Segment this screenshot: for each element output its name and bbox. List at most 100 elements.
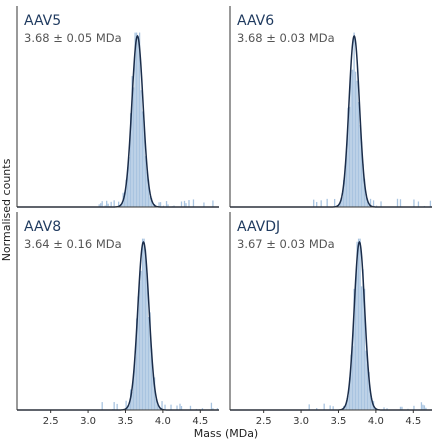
histogram-bar xyxy=(329,405,331,410)
histogram-bar xyxy=(363,178,366,207)
histogram-bar xyxy=(422,404,424,410)
histogram-bar xyxy=(360,141,363,207)
histogram-bar xyxy=(420,402,423,410)
histogram-bar xyxy=(135,32,138,207)
histogram-bar xyxy=(417,201,420,207)
histogram-bar xyxy=(212,200,214,207)
histogram-bar xyxy=(138,32,141,207)
histogram-bar xyxy=(125,400,127,410)
x-tick-label: 4.0 xyxy=(155,416,171,427)
histogram-bar xyxy=(128,404,130,410)
histogram-bar xyxy=(320,200,322,207)
histogram-bar xyxy=(146,171,148,207)
histogram-bar xyxy=(354,279,357,410)
histogram-bar xyxy=(357,101,360,207)
histogram-bar xyxy=(338,204,340,207)
x-tick-label: 4.5 xyxy=(192,416,208,427)
histogram-bar xyxy=(308,404,310,410)
histogram-bar xyxy=(369,394,372,410)
histogram-bar xyxy=(150,348,153,410)
panel-mass-value: 3.68 ± 0.03 MDa xyxy=(237,31,335,45)
y-axis-label: Normalised counts xyxy=(0,158,13,261)
histogram-bar xyxy=(132,87,135,207)
histogram-bar xyxy=(143,238,145,410)
histogram-bar xyxy=(348,106,351,207)
histogram-bar xyxy=(134,356,136,410)
histogram-bar xyxy=(332,406,334,410)
histogram-bar xyxy=(150,197,153,207)
histogram-bar xyxy=(323,403,325,410)
histogram-bar xyxy=(399,406,402,410)
histogram-bar xyxy=(401,406,403,410)
histogram-bar xyxy=(180,201,183,207)
histogram-bar xyxy=(128,157,130,207)
histogram-bar xyxy=(350,69,352,208)
histogram-bar xyxy=(425,407,427,410)
histogram-bar xyxy=(354,71,357,207)
panel-aav5: AAV5 3.68 ± 0.05 MDa xyxy=(16,6,219,208)
histogram-bar xyxy=(129,113,132,207)
histogram-bar xyxy=(141,111,144,207)
histogram-bar xyxy=(183,200,186,207)
histogram-bar xyxy=(118,201,120,207)
histogram-bar xyxy=(189,405,192,410)
histogram-bar xyxy=(185,203,187,207)
histogram-bar xyxy=(125,179,127,207)
histogram-bar xyxy=(386,408,388,410)
histogram-bar xyxy=(350,354,352,410)
histogram-bar xyxy=(158,202,160,207)
x-tick-label: 4.0 xyxy=(368,416,384,427)
histogram-bar xyxy=(120,204,123,207)
histogram-bar xyxy=(396,198,399,207)
histogram-bar xyxy=(356,80,358,207)
histogram-bar xyxy=(203,202,205,207)
histogram-bar xyxy=(113,402,115,410)
histogram-bar xyxy=(365,350,367,410)
histogram-bar xyxy=(144,156,147,207)
histogram-bar xyxy=(107,203,109,207)
histogram-bar xyxy=(106,200,108,207)
histogram-bar xyxy=(216,408,219,410)
histogram-bar xyxy=(212,408,214,410)
histogram-bar xyxy=(152,374,154,410)
histogram-bar xyxy=(413,199,415,207)
histogram-bar xyxy=(152,204,154,207)
histogram-bar xyxy=(149,312,151,410)
histogram-bar xyxy=(316,201,318,207)
histogram-bar xyxy=(180,406,183,410)
histogram-bar xyxy=(137,36,139,208)
histogram-bar xyxy=(360,286,363,410)
histogram-bar xyxy=(371,400,373,410)
histogram-bar xyxy=(138,282,141,410)
histogram-bar xyxy=(159,202,162,207)
histogram-bar xyxy=(147,179,150,207)
histogram-bar xyxy=(131,76,133,207)
histogram-bar xyxy=(134,32,136,207)
histogram-bar xyxy=(399,199,402,207)
histogram-bar xyxy=(167,204,169,207)
x-tick-label: 3.0 xyxy=(293,416,309,427)
histogram-bar xyxy=(153,377,156,410)
histogram-bar xyxy=(333,198,336,207)
histogram-bar xyxy=(362,164,364,207)
histogram-bar xyxy=(366,363,369,410)
histogram-bar xyxy=(140,90,142,207)
histogram-bar xyxy=(363,288,366,410)
histogram-bar xyxy=(339,201,342,207)
histogram-bar xyxy=(100,203,102,207)
histogram-bar xyxy=(368,372,370,410)
histogram-bar xyxy=(316,408,318,410)
histogram-bar xyxy=(369,198,372,207)
gaussian-fit-line xyxy=(17,240,219,411)
histogram-bar xyxy=(131,391,133,410)
histogram-bar xyxy=(132,373,135,410)
histogram-bar xyxy=(413,405,415,410)
x-tick-label: 2.5 xyxy=(43,416,59,427)
histogram-bar xyxy=(164,404,166,410)
histogram-bar xyxy=(326,198,328,207)
histogram-bar xyxy=(135,318,138,410)
histogram-bar xyxy=(347,395,349,410)
histogram-bar xyxy=(98,204,100,207)
histogram-bar xyxy=(126,167,129,207)
histogram-bar xyxy=(353,288,355,410)
